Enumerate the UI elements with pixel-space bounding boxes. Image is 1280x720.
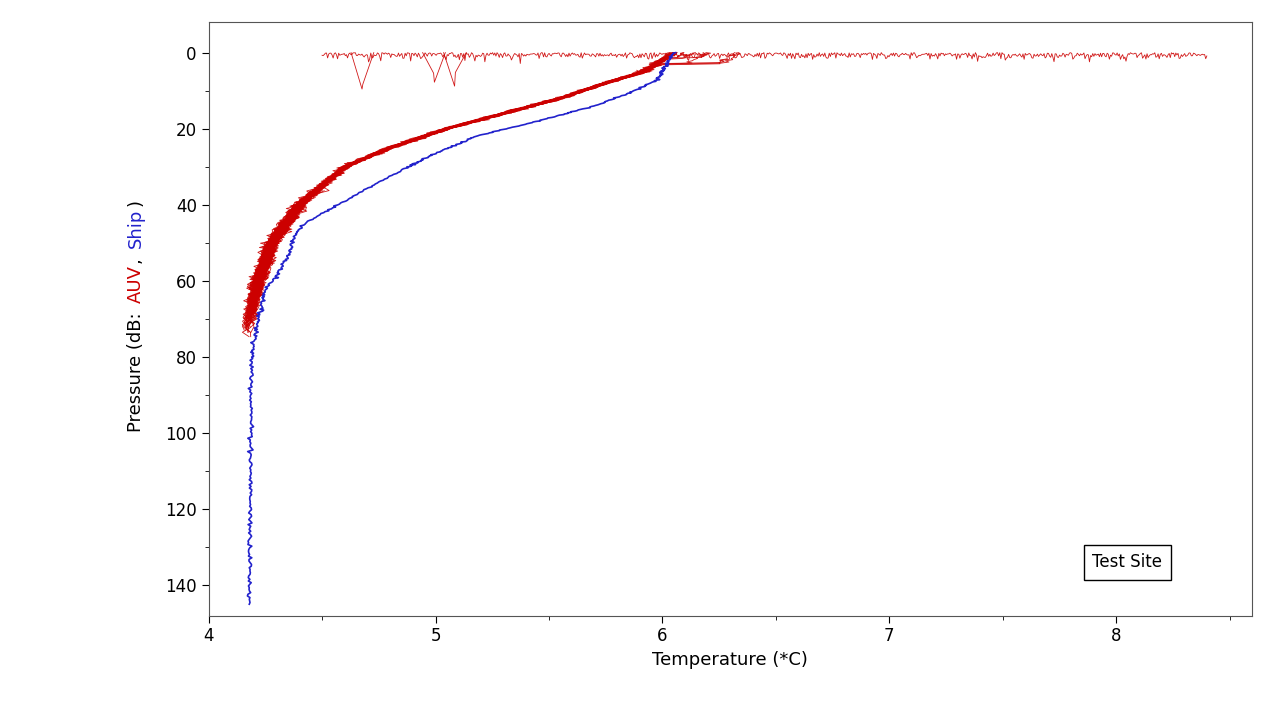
Text: AUV: AUV — [127, 265, 145, 302]
X-axis label: Temperature (*C): Temperature (*C) — [653, 651, 809, 669]
Text: Test Site: Test Site — [1092, 554, 1162, 572]
Text: Ship: Ship — [127, 208, 145, 248]
Text: ): ) — [127, 199, 145, 207]
Text: Pressure (dB:: Pressure (dB: — [127, 307, 145, 432]
Text: ,: , — [127, 253, 145, 264]
